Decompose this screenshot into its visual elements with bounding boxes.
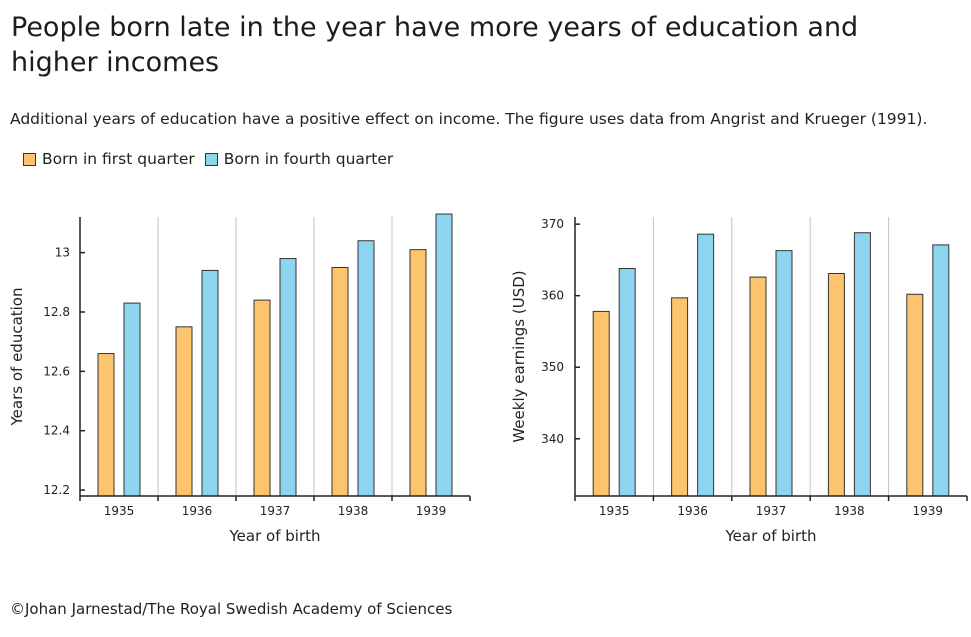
legend-item-fourth-quarter: Born in fourth quarter	[204, 150, 394, 168]
legend-label-first-quarter: Born in first quarter	[42, 150, 195, 168]
chart1-x-axis-label: Year of birth	[229, 527, 321, 545]
chart1-y-tick-label: 12.2	[43, 483, 70, 497]
chart2-bar-fourth-quarter-1936	[697, 233, 715, 497]
chart1-bar-first-quarter-1936	[175, 326, 193, 497]
chart2-x-tick-label-1937: 1937	[756, 504, 787, 518]
chart2-bar-first-quarter-1938	[827, 273, 845, 497]
chart2-x-axis-label: Year of birth	[725, 527, 817, 545]
chart1-y-tick-label: 12.8	[43, 305, 70, 319]
chart2-bar-first-quarter-1936	[671, 297, 689, 497]
chart1-y-tick-label: 12.6	[43, 364, 70, 378]
chart2-bar-fourth-quarter-1937	[775, 250, 793, 497]
chart1-y-tick-label: 12.4	[43, 424, 70, 438]
chart2-y-axis-label: Weekly earnings (USD)	[510, 270, 528, 442]
chart1-x-tick-label-1935: 1935	[104, 504, 135, 518]
chart1-x-tick-label-1938: 1938	[338, 504, 369, 518]
chart2-x-tick-label-1939: 1939	[913, 504, 944, 518]
chart2-y-tick-label: 350	[541, 360, 564, 374]
chart-subtitle: Additional years of education have a pos…	[10, 110, 928, 128]
chart-title: People born late in the year have more y…	[11, 12, 859, 78]
chart2-y-tick-label: 340	[541, 432, 564, 446]
chart1-bar-fourth-quarter-1939	[435, 213, 453, 497]
chart2-bar-first-quarter-1939	[906, 293, 924, 497]
chart1-bar-fourth-quarter-1938	[357, 240, 375, 497]
chart2-y-tick-label: 360	[541, 289, 564, 303]
chart2-x-tick-label-1936: 1936	[677, 504, 708, 518]
chart2-x-tick-label-1938: 1938	[834, 504, 865, 518]
chart1-bar-fourth-quarter-1937	[279, 258, 297, 497]
chart2-bar-first-quarter-1937	[749, 276, 767, 497]
chart1-x-tick-label-1936: 1936	[182, 504, 213, 518]
chart2-bar-fourth-quarter-1938	[853, 232, 871, 497]
chart1-x-tick-label-1937: 1937	[260, 504, 291, 518]
chart1-bar-fourth-quarter-1935	[123, 302, 141, 497]
legend-swatch-first-quarter	[23, 152, 36, 166]
chart1-bar-first-quarter-1939	[409, 249, 427, 497]
chart2-y-tick-label: 370	[541, 217, 564, 231]
legend: Born in first quarter Born in fourth qua…	[23, 150, 403, 168]
chart1-bar-first-quarter-1937	[253, 299, 271, 497]
chart1-y-tick-label: 13	[55, 246, 70, 260]
chart2-x-tick-label-1935: 1935	[599, 504, 630, 518]
chart2-bar-fourth-quarter-1939	[932, 244, 950, 497]
chart1-bar-first-quarter-1935	[97, 353, 115, 497]
chart1-y-axis-label: Years of education	[8, 288, 26, 427]
legend-label-fourth-quarter: Born in fourth quarter	[223, 150, 394, 168]
credit-line: ©Johan Jarnestad/The Royal Swedish Acade…	[10, 600, 453, 618]
chart1-bar-first-quarter-1938	[331, 266, 349, 497]
chart2-bar-fourth-quarter-1935	[618, 268, 636, 497]
legend-item-first-quarter: Born in first quarter	[23, 150, 195, 168]
chart1-bar-fourth-quarter-1936	[201, 269, 219, 497]
chart1-x-tick-label-1939: 1939	[416, 504, 447, 518]
chart2-bar-first-quarter-1935	[592, 310, 610, 497]
legend-swatch-fourth-quarter	[204, 152, 218, 166]
